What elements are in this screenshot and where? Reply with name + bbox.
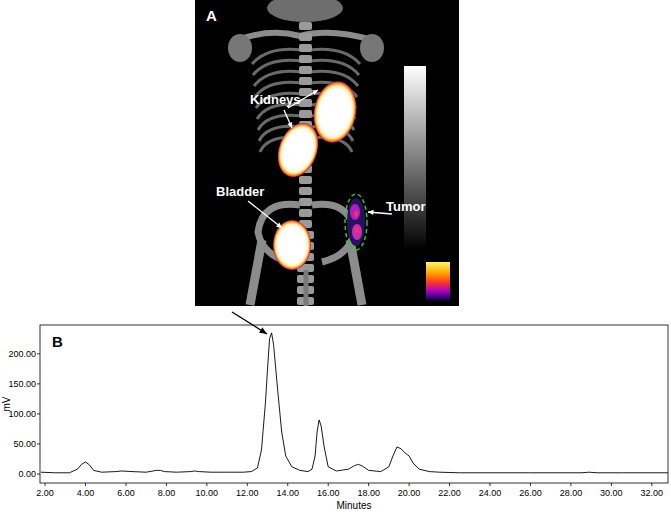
x-tick-label: 12.00 (236, 488, 259, 498)
femur (350, 240, 362, 305)
vertebra (299, 110, 312, 118)
image-background (195, 0, 459, 306)
clavicles (238, 33, 372, 40)
chromatogram-line (41, 333, 668, 473)
tumor-uptake (350, 204, 360, 220)
arrow-head (287, 122, 292, 128)
vertebra (299, 55, 312, 63)
tumor-uptake (355, 227, 359, 233)
data-group (41, 333, 668, 473)
shoulder (228, 34, 252, 62)
y-tick (37, 413, 40, 414)
y-tick-label: 150.00 (8, 379, 36, 389)
vertebra (299, 187, 312, 195)
x-tick (125, 483, 126, 486)
tumor-uptake (347, 198, 365, 246)
annotation-arrow (248, 201, 282, 228)
annotation: Tumor (386, 199, 425, 214)
y-tick-label: 0.00 (18, 469, 36, 479)
x-tick (368, 483, 369, 486)
peak-arrow-head (259, 327, 267, 334)
x-tick-label: 14.00 (276, 488, 299, 498)
vertebra (299, 176, 312, 184)
panel-label: A (206, 7, 217, 24)
vertebra (299, 33, 312, 41)
arrow-head (276, 223, 282, 228)
x-tick (409, 483, 410, 486)
x-tick (166, 483, 167, 486)
grayscale-bar (404, 66, 426, 250)
x-tick-label: 16.00 (317, 488, 340, 498)
vertebra (299, 44, 312, 52)
x-tick (45, 483, 46, 486)
vertebra (299, 22, 312, 30)
vertebra (299, 77, 312, 85)
y-tick-label: 200.00 (8, 349, 36, 359)
x-tick-label: 20.00 (398, 488, 421, 498)
arrow-head (312, 90, 318, 95)
annotation-arrow (288, 90, 318, 108)
plot-frame (40, 325, 668, 483)
chart: 0.00 50.00 100.00 150.00 200.00 2.00 4.00 6.00 8… (1, 312, 668, 511)
x-tick (570, 483, 571, 486)
arrow-head (368, 210, 374, 215)
x-tick-label: 26.00 (519, 488, 542, 498)
vertebra (299, 66, 312, 74)
tail (304, 270, 309, 306)
x-tick-label: 24.00 (479, 488, 502, 498)
tumor-uptake (352, 224, 362, 240)
annotation-arrow (284, 110, 292, 128)
annotation: Bladder (216, 184, 264, 199)
tumor-outline (345, 194, 367, 250)
x-tick (287, 483, 288, 486)
color-bar (426, 262, 450, 302)
x-tick (651, 483, 652, 486)
vertebra (299, 209, 312, 217)
x-tick-label: 4.00 (77, 488, 95, 498)
x-tick-label: 2.00 (36, 488, 54, 498)
y-tick (37, 473, 40, 474)
x-tick (449, 483, 450, 486)
x-tick-label: 18.00 (357, 488, 380, 498)
figure: AKidneysBladderTumor0.0050.00100.00150.0… (0, 0, 671, 516)
x-tick (328, 483, 329, 486)
y-axis-label: mV (1, 396, 12, 411)
x-tick-label: 10.00 (196, 488, 219, 498)
peak-arrow (232, 312, 267, 334)
x-tick (247, 483, 248, 486)
x-tick (206, 483, 207, 486)
panel-label: B (52, 333, 63, 350)
y-tick-label: 100.00 (8, 409, 36, 419)
y-tick (37, 383, 40, 384)
x-tick (611, 483, 612, 486)
tumor-uptake (354, 211, 358, 217)
bladder-uptake (273, 220, 311, 270)
x-tick (85, 483, 86, 486)
vertebra (299, 198, 312, 206)
x-tick-label: 30.00 (600, 488, 623, 498)
image-panel: AKidneysBladderTumor (195, 0, 459, 306)
y-tick-label: 50.00 (13, 439, 36, 449)
x-tick (490, 483, 491, 486)
x-tick-label: 8.00 (158, 488, 176, 498)
kidney-uptake (309, 78, 361, 146)
x-tick-label: 6.00 (117, 488, 135, 498)
x-tick-label: 32.00 (641, 488, 664, 498)
x-axis-label: Minutes (336, 500, 371, 511)
shoulder (360, 34, 384, 62)
x-tick-label: 28.00 (560, 488, 583, 498)
y-tick (37, 353, 40, 354)
x-tick-label: 22.00 (438, 488, 461, 498)
y-tick (37, 443, 40, 444)
femur (250, 240, 262, 305)
skull (267, 0, 343, 22)
x-tick (530, 483, 531, 486)
